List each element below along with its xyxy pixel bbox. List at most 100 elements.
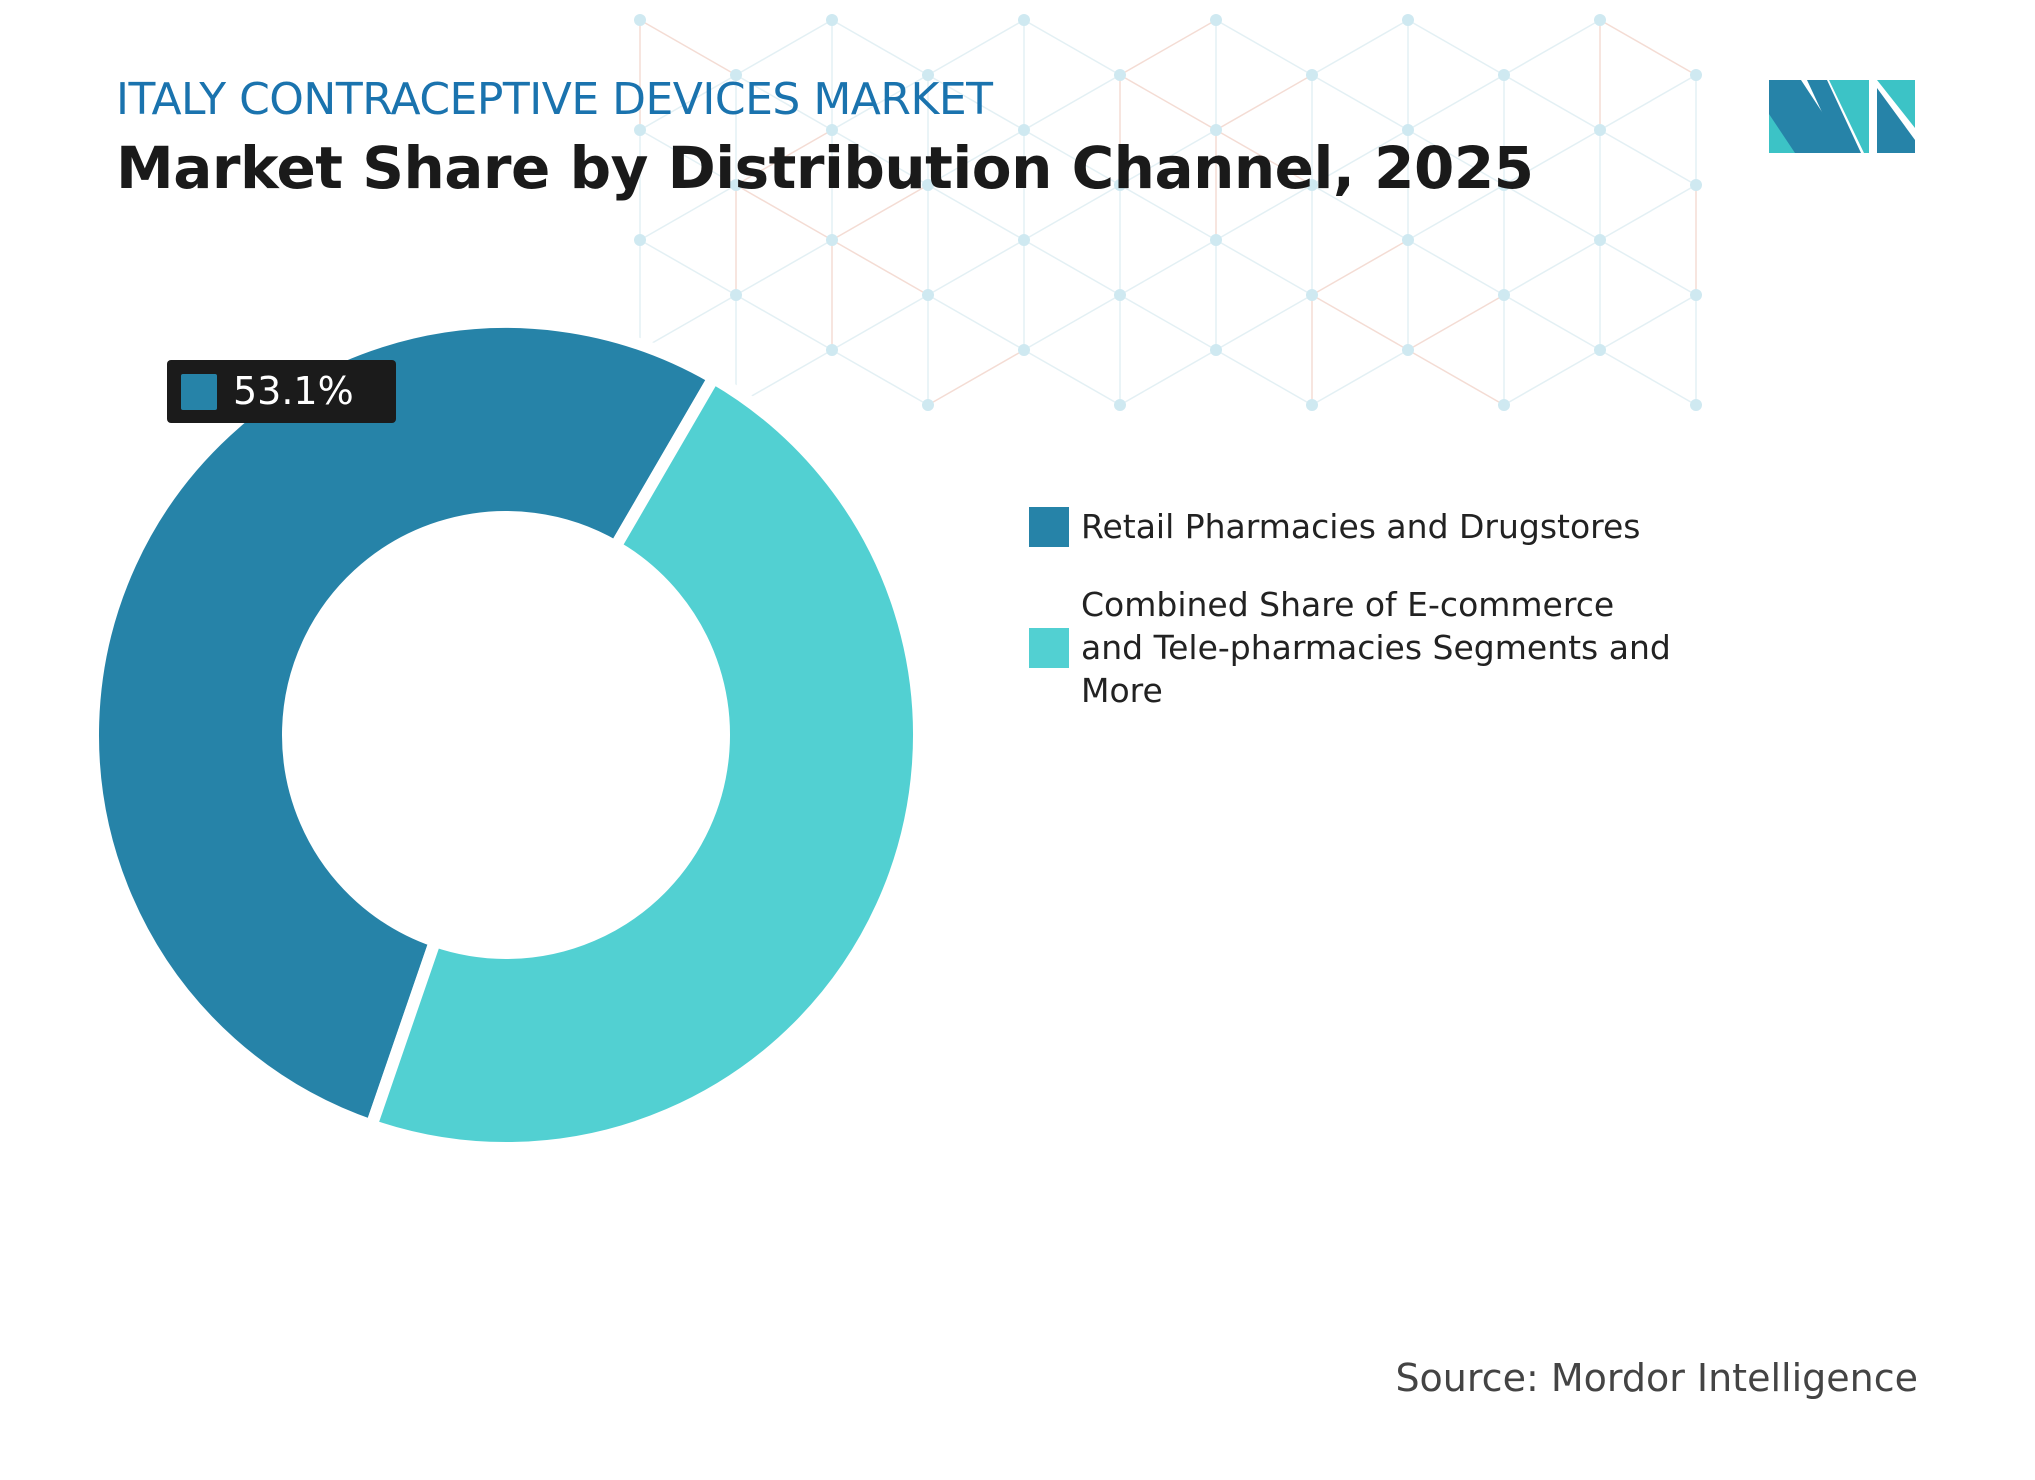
- pattern-line: [1407, 349, 1505, 406]
- pattern-dot: [1306, 179, 1318, 191]
- pattern-line: [639, 239, 737, 296]
- legend-label: Retail Pharmacies and Drugstores: [1081, 507, 1641, 546]
- legend-label: Combined Share of E-commerce and Tele-ph…: [1081, 585, 1671, 710]
- pattern-dot: [1594, 14, 1606, 26]
- pattern-line: [1407, 294, 1505, 351]
- legend-item-ecommerce: Combined Share of E-commerce and Tele-ph…: [1029, 583, 1681, 712]
- donut-slice-0: [87, 316, 722, 1134]
- pattern-line: [1119, 129, 1217, 186]
- pattern-dot: [1690, 179, 1702, 191]
- pattern-line: [1599, 184, 1697, 241]
- pattern-line: [639, 19, 737, 76]
- data-label-text: 53.1%: [233, 369, 354, 413]
- pattern-line: [927, 294, 1025, 351]
- source-text: Source: Mordor Intelligence: [1395, 1356, 1918, 1400]
- pattern-line: [1503, 184, 1601, 241]
- pattern-dot: [1402, 344, 1414, 356]
- pattern-dot: [730, 289, 742, 301]
- pattern-dot: [1210, 234, 1222, 246]
- pattern-line: [735, 129, 833, 186]
- donut-chart: [87, 316, 925, 1154]
- pattern-line: [639, 129, 737, 186]
- data-label-retail: 53.1%: [167, 360, 396, 423]
- pattern-line: [1503, 349, 1601, 406]
- pattern-line: [1503, 294, 1601, 351]
- pattern-line: [1407, 239, 1505, 296]
- pattern-line: [1311, 349, 1409, 406]
- pattern-dot: [1690, 69, 1702, 81]
- pattern-line: [927, 349, 1025, 406]
- pattern-dot: [922, 69, 934, 81]
- pattern-line: [1311, 184, 1409, 241]
- pattern-dot: [730, 179, 742, 191]
- pattern-line: [1119, 184, 1217, 241]
- pattern-dot: [1018, 124, 1030, 136]
- pattern-line: [1503, 74, 1601, 131]
- pattern-line: [1023, 74, 1121, 131]
- pattern-line: [1311, 19, 1409, 76]
- pattern-line: [831, 19, 929, 76]
- pattern-line: [1599, 294, 1697, 351]
- pattern-dot: [1306, 289, 1318, 301]
- pattern-line: [1119, 239, 1217, 296]
- pattern-line: [1599, 239, 1697, 296]
- pattern-dot: [826, 124, 838, 136]
- pattern-dot: [1498, 69, 1510, 81]
- pattern-line: [1599, 349, 1697, 406]
- pattern-line: [1215, 74, 1313, 131]
- chart-title: Market Share by Distribution Channel, 20…: [116, 134, 1534, 202]
- pattern-line: [831, 349, 929, 406]
- legend-swatch: [1029, 627, 1069, 668]
- legend-swatch: [1029, 506, 1069, 547]
- pattern-line: [735, 74, 833, 131]
- pattern-line: [1311, 74, 1409, 131]
- pattern-line: [735, 239, 833, 296]
- pattern-dot: [634, 14, 646, 26]
- pattern-dot: [1402, 234, 1414, 246]
- pattern-line: [1119, 294, 1217, 351]
- pattern-dot: [1690, 399, 1702, 411]
- pattern-line: [1023, 129, 1121, 186]
- pattern-line: [1599, 74, 1697, 131]
- chart-subtitle: ITALY CONTRACEPTIVE DEVICES MARKET: [116, 74, 993, 125]
- pattern-line: [927, 239, 1025, 296]
- pattern-dot: [1498, 289, 1510, 301]
- pattern-dot: [1114, 69, 1126, 81]
- pattern-line: [1503, 239, 1601, 296]
- pattern-dot: [826, 234, 838, 246]
- pattern-dot: [1594, 344, 1606, 356]
- pattern-line: [735, 184, 833, 241]
- pattern-dot: [1594, 234, 1606, 246]
- pattern-line: [639, 74, 737, 131]
- pattern-line: [1023, 294, 1121, 351]
- pattern-dot: [1402, 14, 1414, 26]
- pattern-line: [831, 239, 929, 296]
- pattern-line: [1599, 129, 1697, 186]
- pattern-line: [639, 294, 737, 351]
- pattern-dot: [826, 14, 838, 26]
- pattern-line: [1119, 19, 1217, 76]
- pattern-dot: [1210, 124, 1222, 136]
- pattern-line: [831, 294, 929, 351]
- pattern-dot: [730, 69, 742, 81]
- pattern-dot: [922, 289, 934, 301]
- pattern-line: [1215, 294, 1313, 351]
- pattern-dot: [1306, 69, 1318, 81]
- pattern-dot: [634, 234, 646, 246]
- pattern-dot: [826, 344, 838, 356]
- pattern-dot: [1018, 14, 1030, 26]
- pattern-dot: [1114, 289, 1126, 301]
- pattern-line: [1503, 129, 1601, 186]
- pattern-line: [1023, 239, 1121, 296]
- pattern-line: [1119, 74, 1217, 131]
- mordor-logo: [1769, 80, 1915, 153]
- pattern-line: [1023, 349, 1121, 406]
- pattern-line: [1215, 184, 1313, 241]
- legend-item-retail: Retail Pharmacies and Drugstores: [1029, 505, 1721, 548]
- pattern-line: [735, 294, 833, 351]
- pattern-dot: [634, 124, 646, 136]
- pattern-line: [1215, 19, 1313, 76]
- pattern-dot: [1114, 179, 1126, 191]
- pattern-line: [831, 184, 929, 241]
- pattern-dot: [1210, 14, 1222, 26]
